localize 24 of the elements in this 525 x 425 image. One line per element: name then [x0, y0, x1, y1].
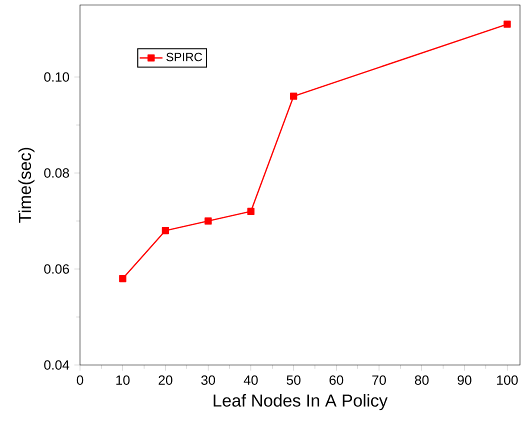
x-tick-label: 30	[201, 375, 216, 385]
y-tick-label: 0.04	[44, 360, 70, 370]
y-axis-title: Time(sec)	[18, 148, 34, 223]
point	[504, 20, 511, 28]
point	[204, 217, 212, 225]
y-tick-label: 0.06	[44, 264, 70, 274]
point	[119, 275, 126, 282]
x-tick-label: 20	[158, 375, 172, 385]
point	[290, 92, 298, 100]
x-tick-label: 10	[116, 375, 130, 385]
x-tick-label: 40	[244, 375, 258, 385]
x-tick-label: 60	[330, 375, 344, 385]
x-tick-label: 100	[497, 375, 518, 385]
x-tick-label: 90	[458, 375, 472, 385]
x-tick-label: 0	[76, 375, 84, 385]
x-tick-label: 80	[414, 375, 429, 385]
y-tick-label: 0.08	[44, 168, 70, 178]
x-tick-label: 50	[286, 375, 300, 385]
legend-label: SPIRC	[166, 52, 202, 62]
point	[247, 208, 254, 216]
x-axis-title: Leaf Nodes In A Policy	[214, 394, 388, 410]
x-tick-label: 70	[372, 375, 386, 385]
point	[162, 227, 170, 234]
y-tick-label: 0.10	[44, 72, 70, 82]
